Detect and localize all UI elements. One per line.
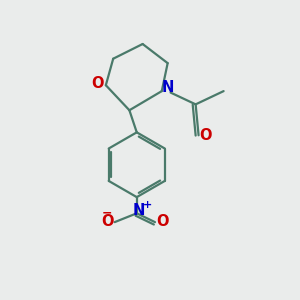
Text: O: O [199, 128, 211, 143]
Text: O: O [101, 214, 114, 229]
Text: −: − [102, 206, 112, 219]
Text: N: N [133, 203, 145, 218]
Text: +: + [142, 200, 152, 210]
Text: O: O [156, 214, 169, 229]
Text: O: O [91, 76, 104, 91]
Text: N: N [162, 80, 174, 95]
